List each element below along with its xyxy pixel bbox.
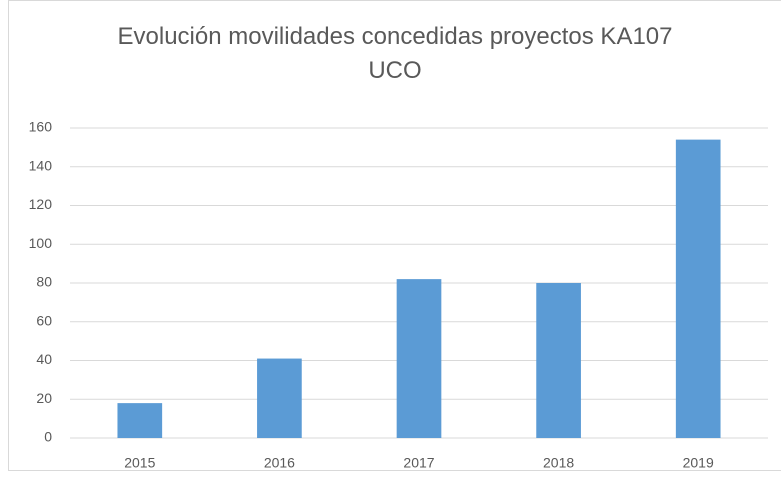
bar xyxy=(536,283,581,438)
bar xyxy=(396,279,442,438)
x-tick-label: 2017 xyxy=(403,455,434,471)
y-tick-label: 60 xyxy=(36,312,52,328)
x-tick-label: 2015 xyxy=(124,455,155,471)
x-tick-label: 2016 xyxy=(264,455,295,471)
bar xyxy=(257,358,302,438)
y-tick-label: 160 xyxy=(29,119,53,135)
y-tick-label: 140 xyxy=(29,157,53,173)
x-tick-label: 2018 xyxy=(543,455,574,471)
y-tick-label: 40 xyxy=(36,351,52,367)
x-tick-label: 2019 xyxy=(683,455,714,471)
y-tick-label: 0 xyxy=(44,429,52,445)
chart-title: Evolución movilidades concedidas proyect… xyxy=(117,23,673,84)
y-tick-label: 120 xyxy=(29,196,53,212)
chart-border xyxy=(8,0,781,471)
y-tick-label: 100 xyxy=(29,235,53,251)
bar xyxy=(675,139,721,438)
y-tick-label: 20 xyxy=(36,390,52,406)
bar xyxy=(117,403,163,438)
y-tick-label: 80 xyxy=(36,274,52,290)
